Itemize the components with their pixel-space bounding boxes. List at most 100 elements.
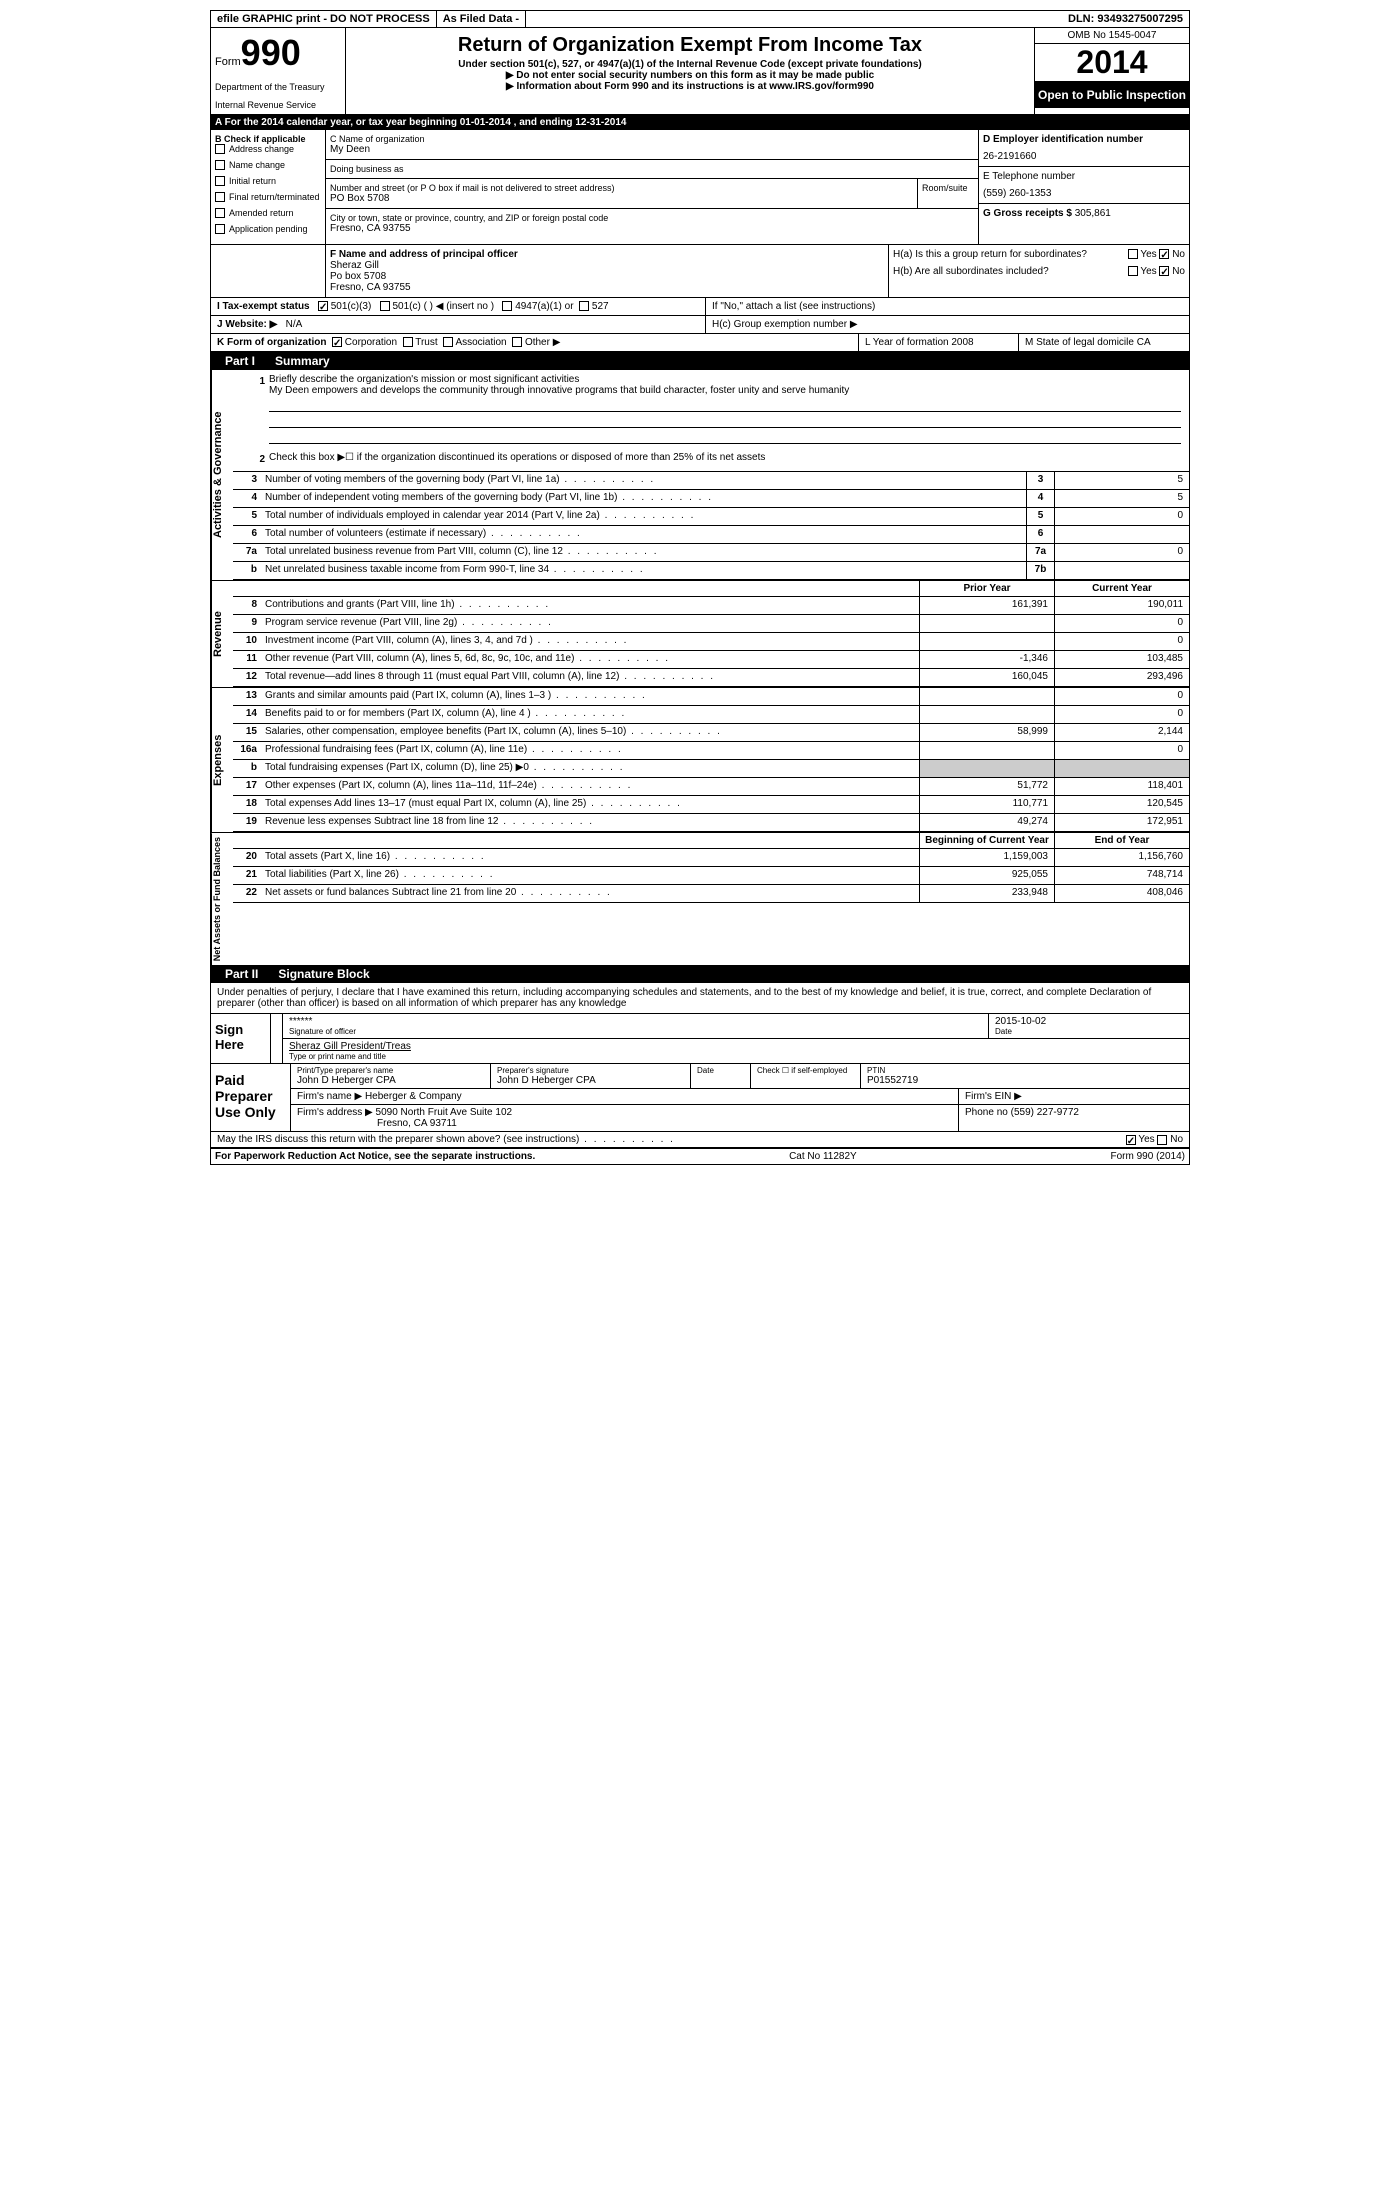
header-right: OMB No 1545-0047 2014 Open to Public Ins… bbox=[1034, 28, 1189, 114]
form-990: efile GRAPHIC print - DO NOT PROCESS As … bbox=[210, 10, 1190, 1165]
mission-text: My Deen empowers and develops the commun… bbox=[269, 385, 1181, 396]
line-13: 13 Grants and similar amounts paid (Part… bbox=[233, 688, 1189, 706]
line-num: 13 bbox=[233, 688, 261, 705]
check-pending[interactable] bbox=[215, 224, 225, 234]
ha-label: H(a) Is this a group return for subordin… bbox=[893, 249, 1087, 260]
state-domicile: M State of legal domicile CA bbox=[1019, 334, 1189, 351]
line-desc: Grants and similar amounts paid (Part IX… bbox=[261, 688, 919, 705]
col-b-title: B Check if applicable bbox=[215, 134, 321, 144]
line-val: 0 bbox=[1054, 544, 1189, 561]
gov-line-4: 4 Number of independent voting members o… bbox=[233, 490, 1189, 508]
line-desc: Benefits paid to or for members (Part IX… bbox=[261, 706, 919, 723]
line-num: 3 bbox=[233, 472, 261, 489]
line-12: 12 Total revenue—add lines 8 through 11 … bbox=[233, 669, 1189, 687]
check-assoc[interactable] bbox=[443, 337, 453, 347]
prior-val: 110,771 bbox=[919, 796, 1054, 813]
line-num: b bbox=[233, 760, 261, 777]
line-desc: Total number of individuals employed in … bbox=[261, 508, 1026, 525]
part-ii-label: Part II bbox=[217, 967, 266, 981]
check-corp[interactable] bbox=[332, 337, 342, 347]
check-501c[interactable] bbox=[380, 301, 390, 311]
prep-sig: John D Heberger CPA bbox=[497, 1075, 684, 1086]
line-num: 8 bbox=[233, 597, 261, 614]
website-value: N/A bbox=[286, 319, 303, 330]
tax-year: 2014 bbox=[1035, 44, 1189, 82]
check-amended[interactable] bbox=[215, 208, 225, 218]
part-i-label: Part I bbox=[217, 354, 263, 368]
line-desc: Total liabilities (Part X, line 26) bbox=[261, 867, 919, 884]
prior-val: 161,391 bbox=[919, 597, 1054, 614]
hb-yes[interactable] bbox=[1128, 266, 1138, 276]
line-num: 19 bbox=[233, 814, 261, 831]
check-527[interactable] bbox=[579, 301, 589, 311]
line-desc: Revenue less expenses Subtract line 18 f… bbox=[261, 814, 919, 831]
hb-no[interactable] bbox=[1159, 266, 1169, 276]
org-name: My Deen bbox=[330, 144, 974, 155]
hc-label: H(c) Group exemption number ▶ bbox=[706, 316, 1189, 333]
line-18: 18 Total expenses Add lines 13–17 (must … bbox=[233, 796, 1189, 814]
ha-yes[interactable] bbox=[1128, 249, 1138, 259]
col-c-org-info: C Name of organization My Deen Doing bus… bbox=[326, 130, 979, 244]
header: Form990 Department of the Treasury Inter… bbox=[211, 28, 1189, 115]
current-val: 0 bbox=[1054, 615, 1189, 632]
line-14: 14 Benefits paid to or for members (Part… bbox=[233, 706, 1189, 724]
col-b-checkboxes: B Check if applicable Address change Nam… bbox=[211, 130, 326, 244]
line-desc: Program service revenue (Part VIII, line… bbox=[261, 615, 919, 632]
officer-addr1: Po box 5708 bbox=[330, 271, 884, 282]
line-desc: Other revenue (Part VIII, column (A), li… bbox=[261, 651, 919, 668]
phone-label: Phone no bbox=[965, 1107, 1008, 1118]
prior-val: 49,274 bbox=[919, 814, 1054, 831]
current-val: 190,011 bbox=[1054, 597, 1189, 614]
check-initial-return[interactable] bbox=[215, 176, 225, 186]
paid-preparer-label: Paid Preparer Use Only bbox=[211, 1064, 291, 1131]
netassets-section: Net Assets or Fund Balances Beginning of… bbox=[211, 832, 1189, 965]
gross-value: 305,861 bbox=[1075, 208, 1111, 219]
gov-line-3: 3 Number of voting members of the govern… bbox=[233, 472, 1189, 490]
line-desc: Contributions and grants (Part VIII, lin… bbox=[261, 597, 919, 614]
line-num: 10 bbox=[233, 633, 261, 650]
current-val bbox=[1054, 760, 1189, 777]
check-trust[interactable] bbox=[403, 337, 413, 347]
footer-mid: Cat No 11282Y bbox=[789, 1151, 857, 1162]
line-num: 21 bbox=[233, 867, 261, 884]
current-val: 118,401 bbox=[1054, 778, 1189, 795]
prep-name: John D Heberger CPA bbox=[297, 1075, 484, 1086]
ha-no[interactable] bbox=[1159, 249, 1169, 259]
check-other[interactable] bbox=[512, 337, 522, 347]
efile-notice: efile GRAPHIC print - DO NOT PROCESS bbox=[211, 11, 437, 27]
ptin-label: PTIN bbox=[867, 1066, 1183, 1075]
year-formation: L Year of formation 2008 bbox=[859, 334, 1019, 351]
gov-line-b: b Net unrelated business taxable income … bbox=[233, 562, 1189, 580]
line-num: 12 bbox=[233, 669, 261, 686]
gov-line-5: 5 Total number of individuals employed i… bbox=[233, 508, 1189, 526]
check-501c3[interactable] bbox=[318, 301, 328, 311]
current-val: 0 bbox=[1054, 633, 1189, 650]
check-address-change[interactable] bbox=[215, 144, 225, 154]
ein-label: D Employer identification number bbox=[983, 134, 1185, 145]
line-b: b Total fundraising expenses (Part IX, c… bbox=[233, 760, 1189, 778]
current-val: 172,951 bbox=[1054, 814, 1189, 831]
discuss-yes[interactable] bbox=[1126, 1135, 1136, 1145]
line-val: 5 bbox=[1054, 490, 1189, 507]
part-i-title: Summary bbox=[275, 354, 330, 368]
prior-val: 51,772 bbox=[919, 778, 1054, 795]
line-num: 14 bbox=[233, 706, 261, 723]
prior-val: 160,045 bbox=[919, 669, 1054, 686]
firm-name: Heberger & Company bbox=[365, 1091, 462, 1102]
officer-name: Sheraz Gill bbox=[330, 260, 884, 271]
line-num: 7a bbox=[233, 544, 261, 561]
check-name-change[interactable] bbox=[215, 160, 225, 170]
phone-value: (559) 227-9772 bbox=[1011, 1107, 1079, 1118]
row-i: I Tax-exempt status 501(c)(3) 501(c) ( )… bbox=[211, 298, 1189, 316]
line-desc: Total assets (Part X, line 16) bbox=[261, 849, 919, 866]
check-final-return[interactable] bbox=[215, 192, 225, 202]
current-val: 0 bbox=[1054, 706, 1189, 723]
line-22: 22 Net assets or fund balances Subtract … bbox=[233, 885, 1189, 903]
form-subtitle: Under section 501(c), 527, or 4947(a)(1)… bbox=[354, 59, 1026, 70]
check-4947[interactable] bbox=[502, 301, 512, 311]
discuss-no[interactable] bbox=[1157, 1135, 1167, 1145]
dba-label: Doing business as bbox=[330, 164, 974, 174]
side-exp: Expenses bbox=[211, 688, 233, 832]
line-num: b bbox=[233, 562, 261, 579]
discuss-question: May the IRS discuss this return with the… bbox=[217, 1134, 1126, 1145]
